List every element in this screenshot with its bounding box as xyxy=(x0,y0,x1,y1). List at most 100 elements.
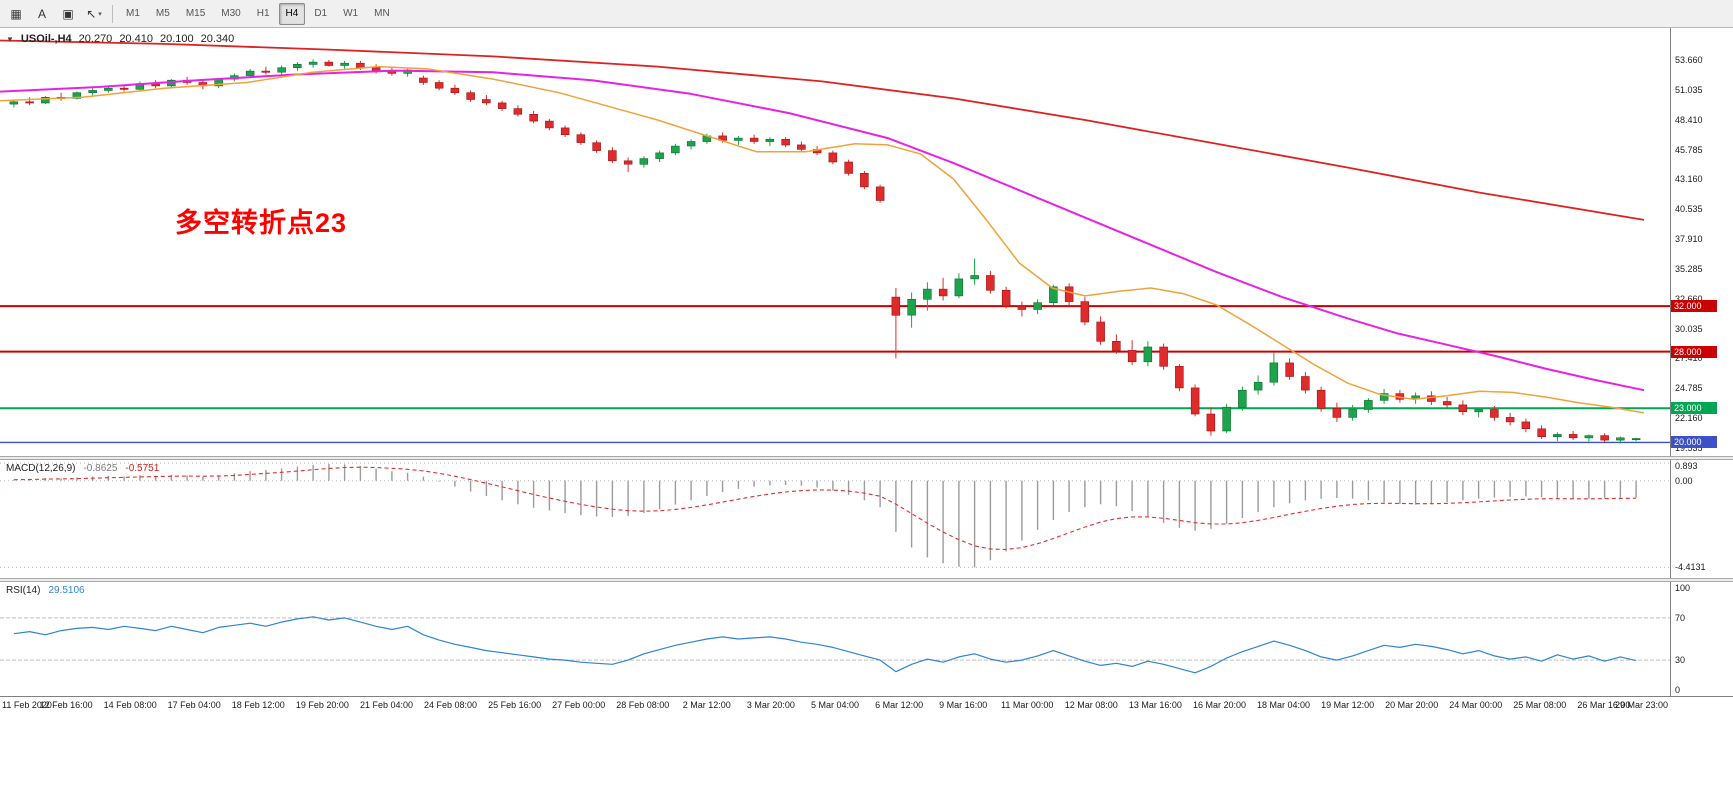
timeframe-button-m5[interactable]: M5 xyxy=(155,8,170,19)
price-tick-label: 43.160 xyxy=(1675,174,1703,185)
rsi-name-label: RSI(14) xyxy=(6,585,41,596)
toolbar-button-group: ▦ A ▣ ↖ ▾ xyxy=(3,2,107,26)
macd-main-value: -0.8625 xyxy=(83,463,118,474)
time-axis-label: 6 Mar 12:00 xyxy=(875,700,924,710)
rsi-tick-label: 100 xyxy=(1675,583,1691,593)
toolbar-separator xyxy=(112,4,113,23)
hline-price-tag: 32.000 xyxy=(1671,300,1717,313)
collapse-arrow-icon[interactable]: ▼ xyxy=(6,34,14,44)
rsi-label-row: RSI(14) 29.5106 xyxy=(6,585,85,596)
macd-histogram xyxy=(13,463,1637,568)
timeframe-button-h1[interactable]: H1 xyxy=(256,8,270,19)
rsi-axis[interactable]: 100 70 30 0 xyxy=(1670,582,1733,696)
price-tick-label: 22.160 xyxy=(1675,412,1703,423)
macd-axis[interactable]: 0.893 0.00 -4.4131 xyxy=(1670,460,1733,578)
rsi-panel: 100 70 30 0 RSI(14) 29.5106 xyxy=(0,582,1733,696)
price-chart-plot[interactable] xyxy=(0,28,1670,456)
open-value: 20.270 xyxy=(78,33,113,45)
symbol-period-label: USOil-,H4 xyxy=(20,33,72,45)
macd-signal-line xyxy=(13,466,1637,551)
hline-price-tag: 28.000 xyxy=(1671,345,1717,358)
rsi-plot[interactable] xyxy=(0,582,1670,696)
time-axis-label: 13 Mar 16:00 xyxy=(1128,700,1182,710)
hline-price-tag: 20.000 xyxy=(1671,436,1717,449)
rsi-line xyxy=(13,616,1637,674)
time-axis-label: 16 Mar 20:00 xyxy=(1192,700,1247,710)
text-box-icon[interactable]: ▣ xyxy=(62,6,74,21)
symbol-ohlc-row: ▼ USOil-,H4 20.270 20.410 20.100 20.340 xyxy=(6,33,234,45)
time-axis-label: 18 Mar 04:00 xyxy=(1256,700,1311,710)
candles-series xyxy=(9,59,1641,444)
price-tick-label: 40.535 xyxy=(1675,204,1703,215)
timeframe-button-group: M1 M5 M15 M30 H1 H4 D1 W1 MN xyxy=(118,2,398,25)
timeframe-button-d1[interactable]: D1 xyxy=(314,8,328,19)
dropdown-caret-icon: ▾ xyxy=(98,10,102,18)
time-axis-label: 24 Feb 08:00 xyxy=(423,700,478,710)
macd-panel: 0.893 0.00 -4.4131 MACD(12,26,9) -0.8625 -… xyxy=(0,460,1733,578)
price-tick-label: 51.035 xyxy=(1675,85,1703,95)
price-tick-label: 32.660 xyxy=(1675,293,1703,304)
rsi-tick-label: 30 xyxy=(1675,655,1686,666)
timeframe-button-m30[interactable]: M30 xyxy=(221,8,241,19)
price-tick-label: 53.660 xyxy=(1675,55,1703,66)
close-value: 20.340 xyxy=(200,33,235,45)
price-tick-label: 27.410 xyxy=(1675,353,1703,364)
toolbar: ▦ A ▣ ↖ ▾ M1 M5 M15 M30 H1 H4 D1 W1 MN xyxy=(0,0,1733,28)
macd-name-label: MACD(12,26,9) xyxy=(6,463,76,474)
price-tick-label: 45.785 xyxy=(1675,144,1703,155)
time-axis-label: 14 Feb 08:00 xyxy=(103,700,157,710)
time-axis-label: 5 Mar 04:00 xyxy=(810,700,860,710)
rsi-tick-label: 0 xyxy=(1675,685,1681,695)
macd-plot[interactable] xyxy=(0,460,1670,578)
time-axis-label: 24 Mar 00:00 xyxy=(1449,700,1503,710)
price-tick-label: 37.910 xyxy=(1675,234,1703,244)
panel-resize-separator[interactable] xyxy=(0,456,1733,460)
time-axis-label: 25 Mar 08:00 xyxy=(1513,700,1567,710)
time-axis-label: 28 Feb 08:00 xyxy=(616,700,670,710)
ma-slow-line xyxy=(0,39,1645,221)
time-axis-label: 18 Feb 12:00 xyxy=(231,700,285,710)
high-value: 20.410 xyxy=(119,33,153,45)
timeframe-button-m1[interactable]: M1 xyxy=(126,8,140,19)
macd-signal-value: -0.5751 xyxy=(125,463,160,474)
ma-fast-line xyxy=(0,65,1645,414)
panel-resize-separator[interactable] xyxy=(0,578,1733,582)
time-axis-label: 12 Feb 16:00 xyxy=(39,700,93,710)
timeframe-button-m15[interactable]: M15 xyxy=(185,8,206,19)
text-label-icon[interactable]: A xyxy=(37,6,46,21)
time-axis-label: 11 Mar 00:00 xyxy=(1001,700,1054,710)
time-axis-label: 17 Feb 04:00 xyxy=(167,700,221,710)
hline-price-tag: 23.000 xyxy=(1671,402,1717,415)
price-chart-panel: 53.660 51.035 48.410 45.785 43.160 40.535 37.9… xyxy=(0,28,1733,456)
timeframe-button-mn[interactable]: MN xyxy=(374,8,390,19)
cursor-tool-icon[interactable]: ↖ ▾ xyxy=(86,6,102,21)
time-axis-label: 2 Mar 12:00 xyxy=(682,700,731,710)
price-axis[interactable]: 53.660 51.035 48.410 45.785 43.160 40.535 37.9… xyxy=(1670,28,1733,456)
horizontal-level-lines xyxy=(0,305,1670,444)
bottom-empty-area xyxy=(0,714,1733,792)
price-tick-label: 30.035 xyxy=(1675,323,1703,334)
price-tick-label: 48.410 xyxy=(1675,114,1703,125)
timeframe-button-h4[interactable]: H4 xyxy=(278,2,306,25)
time-axis-label: 20 Mar 20:00 xyxy=(1385,700,1439,710)
chart-annotation-text[interactable]: 多空转折点23 xyxy=(175,208,348,238)
time-axis-label: 29 Mar 23:00 xyxy=(1614,700,1668,710)
time-axis-label: 3 Mar 20:00 xyxy=(746,700,795,710)
price-tick-label: 35.285 xyxy=(1675,263,1703,274)
timeframe-button-w1[interactable]: W1 xyxy=(343,8,359,19)
time-axis-label: 12 Mar 08:00 xyxy=(1064,700,1118,710)
rsi-tick-label: 70 xyxy=(1675,612,1686,623)
time-axis-label: 19 Mar 12:00 xyxy=(1321,700,1375,710)
low-value: 20.100 xyxy=(159,33,194,45)
time-axis-label: 25 Feb 16:00 xyxy=(488,700,542,710)
chart-grid-icon[interactable]: ▦ xyxy=(10,6,22,21)
time-axis[interactable]: 11 Feb 2020 12 Feb 16:00 14 Feb 08:00 17 Fe… xyxy=(0,696,1733,715)
macd-label-row: MACD(12,26,9) -0.8625 -0.5751 xyxy=(6,463,159,474)
macd-tick-label: -4.4131 xyxy=(1675,562,1706,573)
ma-medium-line xyxy=(0,69,1645,392)
macd-tick-label: 0.00 xyxy=(1675,475,1693,486)
time-axis-label: 19 Feb 20:00 xyxy=(295,700,349,710)
price-tick-label: 24.785 xyxy=(1675,383,1703,394)
time-axis-label: 26 Mar 16:00 xyxy=(1577,700,1631,710)
time-axis-label: 27 Feb 00:00 xyxy=(552,700,606,710)
